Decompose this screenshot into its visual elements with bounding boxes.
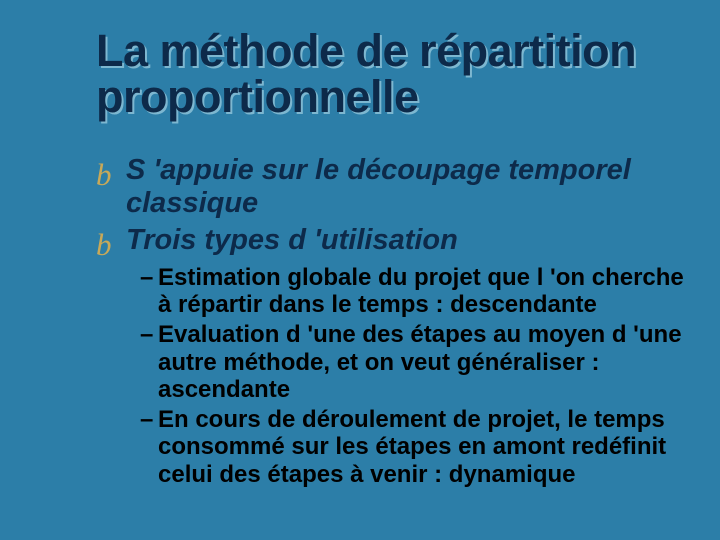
slide: La méthode de répartition proportionnell… bbox=[0, 0, 720, 540]
bullet-marker: b bbox=[96, 227, 112, 263]
bullet-sub: –Evaluation d 'une des étapes au moyen d… bbox=[140, 321, 684, 404]
dash-icon: – bbox=[140, 406, 153, 434]
sub-text: Estimation globale du projet que l 'on c… bbox=[158, 264, 684, 319]
bullet-main: bTrois types d 'utilisation bbox=[96, 224, 684, 257]
dash-icon: – bbox=[140, 264, 153, 292]
bullet-marker: b bbox=[96, 157, 112, 193]
sub-text: En cours de déroulement de projet, le te… bbox=[158, 406, 666, 488]
dash-icon: – bbox=[140, 321, 153, 349]
bullet-list: b S 'appuie sur le découpage temporel cla… bbox=[96, 154, 684, 489]
bullet-sub: –En cours de déroulement de projet, le t… bbox=[140, 406, 684, 489]
sub-text: Evaluation d 'une des étapes au moyen d … bbox=[158, 321, 682, 403]
sub-list: –Estimation globale du projet que l 'on … bbox=[96, 264, 684, 489]
bullet-main: b S 'appuie sur le découpage temporel cla… bbox=[96, 154, 684, 221]
bullet-text: Trois types d 'utilisation bbox=[126, 224, 458, 256]
slide-title: La méthode de répartition proportionnell… bbox=[96, 28, 684, 120]
bullet-sub: –Estimation globale du projet que l 'on … bbox=[140, 264, 684, 319]
bullet-text: S 'appuie sur le découpage temporel clas… bbox=[126, 154, 631, 219]
